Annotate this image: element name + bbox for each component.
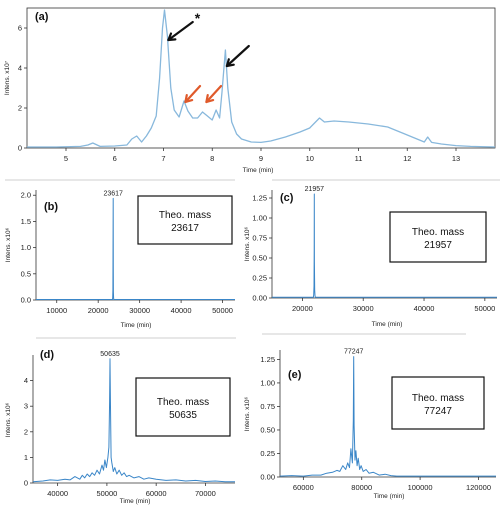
x-tick-label-d: 60000 — [146, 489, 167, 498]
theo-mass-value-c: 21957 — [424, 240, 452, 251]
x-tick-label-b: 20000 — [88, 306, 109, 315]
x-tick-label-b: 30000 — [129, 306, 150, 315]
x-tick-label-c: 50000 — [474, 304, 495, 313]
y-tick-label-d: 2 — [24, 427, 28, 436]
x-tick-label-e: 60000 — [293, 483, 314, 492]
arrow-head-a — [225, 58, 235, 68]
y-tick-label-b: 1.5 — [21, 217, 31, 226]
peak-label-e: 77247 — [344, 349, 364, 356]
arrow-head-a — [167, 32, 177, 42]
x-tick-label-a: 9 — [259, 154, 263, 163]
y-tick-label-a: 4 — [18, 64, 22, 73]
arrow-head-a — [205, 94, 215, 104]
y-tick-label-e: 0.25 — [260, 449, 275, 458]
x-tick-label-b: 10000 — [46, 306, 67, 315]
y-tick-label-a: 6 — [18, 24, 22, 33]
y-tick-label-b: 0.0 — [21, 296, 31, 305]
series-line-c — [272, 193, 497, 298]
x-tick-label-c: 40000 — [414, 304, 435, 313]
theo-mass-title-e: Theo. mass — [412, 393, 464, 404]
x-tick-label-a: 5 — [64, 154, 68, 163]
y-tick-label-c: 1.00 — [252, 214, 267, 223]
x-tick-label-b: 40000 — [171, 306, 192, 315]
x-axis-label-c: Time (min) — [372, 321, 403, 328]
x-tick-label-b: 50000 — [212, 306, 233, 315]
x-axis-label-a: Time (min) — [243, 167, 274, 174]
theo-mass-title-d: Theo. mass — [157, 397, 209, 408]
x-tick-label-a: 6 — [113, 154, 117, 163]
arrow-star-label: * — [195, 10, 201, 26]
y-tick-label-b: 1.0 — [21, 243, 31, 252]
arrow-shaft-a — [225, 44, 250, 68]
panel-label-c: (c) — [280, 192, 294, 204]
y-tick-label-d: 1 — [24, 453, 28, 462]
y-tick-label-a: 2 — [18, 104, 22, 113]
x-tick-label-e: 100000 — [408, 483, 433, 492]
y-tick-label-c: 0.25 — [252, 274, 267, 283]
theo-mass-box-b — [137, 195, 233, 245]
y-tick-label-c: 1.25 — [252, 194, 267, 203]
theo-mass-value-d: 50635 — [169, 410, 197, 421]
y-tick-label-e: 0.00 — [260, 473, 275, 482]
y-axis-label-c: Intens. x10⁶ — [244, 226, 251, 261]
peak-label-b: 23617 — [103, 190, 123, 197]
plot-frame-a — [26, 7, 496, 149]
theo-mass-box-c — [389, 211, 487, 263]
y-tick-label-d: 3 — [24, 402, 28, 411]
x-tick-label-a: 11 — [355, 154, 363, 163]
arrow-shaft-a — [184, 84, 202, 104]
theo-mass-value-e: 77247 — [424, 406, 452, 417]
x-tick-label-d: 40000 — [47, 489, 68, 498]
y-tick-label-c: 0.00 — [252, 294, 267, 303]
x-tick-label-e: 80000 — [351, 483, 372, 492]
arrow-head-a — [184, 94, 194, 104]
x-tick-label-c: 20000 — [292, 304, 313, 313]
series-line-e — [279, 356, 496, 477]
panel-label-a: (a) — [35, 11, 49, 23]
y-axis-label-d: Intens. x10⁶ — [5, 402, 12, 437]
panel-label-b: (b) — [44, 201, 58, 213]
series-line-b — [36, 197, 235, 300]
x-tick-label-c: 30000 — [353, 304, 374, 313]
x-axis-label-b: Time (min) — [121, 322, 152, 329]
y-axis-label-b: Intens. x10⁶ — [5, 227, 12, 262]
theo-mass-value-b: 23617 — [171, 223, 199, 234]
x-tick-label-a: 13 — [452, 154, 460, 163]
arrow-shaft-a — [205, 84, 223, 104]
x-tick-label-e: 120000 — [466, 483, 491, 492]
y-tick-label-c: 0.75 — [252, 234, 267, 243]
y-axis-label-e: Intens. x10⁶ — [244, 396, 251, 431]
y-tick-label-e: 0.75 — [260, 402, 275, 411]
arrow-shaft-a — [167, 20, 194, 42]
peak-label-c: 21957 — [305, 186, 325, 193]
y-tick-label-c: 0.50 — [252, 254, 267, 263]
x-tick-label-d: 70000 — [195, 489, 216, 498]
panel-label-e: (e) — [288, 369, 302, 381]
y-tick-label-b: 2.0 — [21, 191, 31, 200]
y-tick-label-e: 1.25 — [260, 355, 275, 364]
series-line-a — [27, 9, 496, 148]
x-axis-label-e: Time (min) — [374, 493, 405, 500]
y-tick-label-d: 4 — [24, 376, 28, 385]
x-tick-label-a: 7 — [161, 154, 165, 163]
y-tick-label-a: 0 — [18, 144, 22, 153]
peak-label-d: 50635 — [100, 351, 120, 358]
y-tick-label-e: 0.50 — [260, 425, 275, 434]
panel-label-d: (d) — [40, 349, 54, 361]
theo-mass-title-b: Theo. mass — [159, 210, 211, 221]
theo-mass-title-c: Theo. mass — [412, 227, 464, 238]
x-tick-label-a: 8 — [210, 154, 214, 163]
theo-mass-box-e — [391, 376, 485, 430]
x-tick-label-d: 50000 — [96, 489, 117, 498]
x-axis-label-d: Time (min) — [120, 498, 151, 505]
y-axis-label-a: Intens. x10⁷ — [4, 60, 11, 95]
y-tick-label-d: 0 — [24, 479, 28, 488]
series-line-d — [32, 358, 235, 483]
y-tick-label-e: 1.00 — [260, 378, 275, 387]
theo-mass-box-d — [135, 377, 231, 437]
y-tick-label-b: 0.5 — [21, 269, 31, 278]
x-tick-label-a: 10 — [306, 154, 314, 163]
x-tick-label-a: 12 — [403, 154, 411, 163]
